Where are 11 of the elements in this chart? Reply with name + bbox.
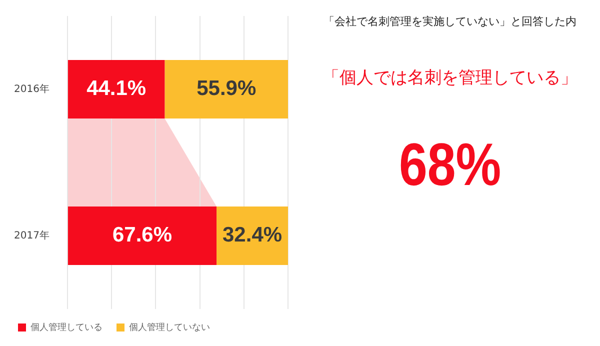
y-tick-label: 2017年 <box>14 229 50 242</box>
text: 「会社で名刺管理を実施していない」と回答した内 <box>322 14 578 29</box>
legend-label: 個人管理していない <box>129 322 210 333</box>
text: 68% <box>398 130 502 199</box>
legend-label: 個人管理している <box>30 322 102 333</box>
text: 「個人では名刺を管理している」 <box>322 67 578 89</box>
data-label: 44.1% <box>86 77 146 100</box>
y-tick-label: 2016年 <box>14 82 50 95</box>
data-label: 67.6% <box>112 224 172 247</box>
data-label: 32.4% <box>222 224 282 247</box>
data-label: 55.9% <box>196 77 256 100</box>
